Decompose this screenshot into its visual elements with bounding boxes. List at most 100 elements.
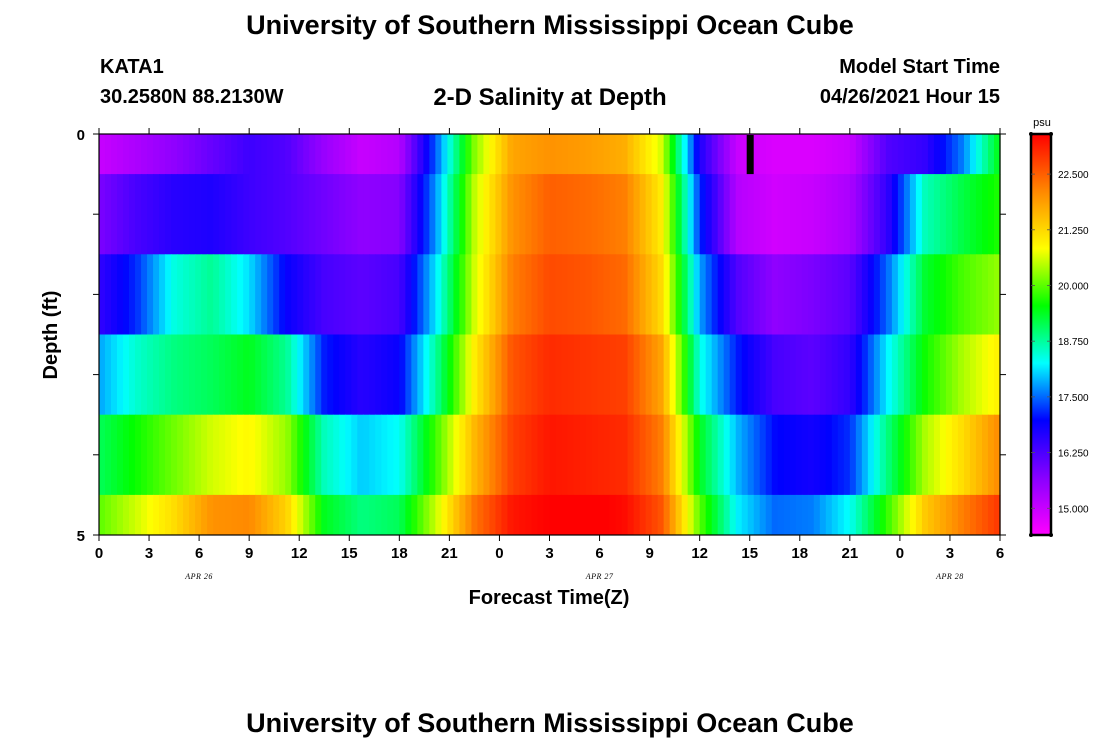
heatmap-cell bbox=[837, 134, 845, 175]
heatmap-cell bbox=[183, 334, 190, 416]
heatmap-cell bbox=[567, 334, 575, 416]
heatmap-cell bbox=[759, 494, 767, 536]
heatmap-cell bbox=[111, 414, 118, 496]
heatmap-cell bbox=[585, 334, 593, 416]
heatmap-cell bbox=[315, 174, 322, 255]
heatmap-cell bbox=[357, 134, 364, 175]
heatmap-cell bbox=[477, 254, 485, 335]
heatmap-cell bbox=[129, 254, 136, 335]
heatmap-cell bbox=[255, 334, 262, 416]
heatmap-cell bbox=[483, 254, 491, 335]
heatmap-cell bbox=[435, 174, 442, 255]
heatmap-cell bbox=[471, 134, 479, 175]
heatmap-cell bbox=[807, 134, 815, 175]
heatmap-cell bbox=[291, 254, 298, 335]
heatmap-cell bbox=[681, 254, 689, 335]
heatmap-cell bbox=[591, 414, 599, 496]
heatmap-cell bbox=[513, 414, 521, 496]
heatmap-cell bbox=[405, 134, 412, 175]
heatmap-cell bbox=[561, 134, 569, 175]
heatmap-cell bbox=[495, 414, 503, 496]
heatmap-cell bbox=[363, 254, 370, 335]
heatmap-cell bbox=[147, 254, 154, 335]
heatmap-cell bbox=[807, 494, 815, 536]
heatmap-cell bbox=[183, 414, 190, 496]
heatmap-cell bbox=[747, 414, 755, 496]
heatmap-cell bbox=[963, 134, 971, 175]
heatmap-cell bbox=[645, 414, 653, 496]
heatmap-cell bbox=[909, 414, 917, 496]
heatmap-cell bbox=[363, 174, 370, 255]
heatmap-cell bbox=[795, 494, 803, 536]
heatmap-cell bbox=[735, 414, 743, 496]
heatmap-cell bbox=[585, 414, 593, 496]
heatmap-cell bbox=[555, 174, 563, 255]
heatmap-cell bbox=[699, 134, 707, 175]
heatmap-cell bbox=[945, 134, 953, 175]
heatmap-cell bbox=[945, 494, 953, 536]
heatmap-cell bbox=[873, 334, 881, 416]
heatmap-cell bbox=[603, 494, 611, 536]
heatmap-cell bbox=[525, 134, 533, 175]
heatmap-cell bbox=[177, 254, 184, 335]
heatmap-cell bbox=[687, 334, 695, 416]
heatmap-cell bbox=[885, 334, 893, 416]
colorbar-tick-label: 20.000 bbox=[1058, 281, 1089, 292]
heatmap-cell bbox=[645, 254, 653, 335]
heatmap-cell bbox=[549, 254, 557, 335]
heatmap-cell bbox=[573, 254, 581, 335]
heatmap-cell bbox=[627, 134, 635, 175]
heatmap-cell bbox=[885, 174, 893, 255]
heatmap-cell bbox=[201, 174, 208, 255]
heatmap-cell bbox=[393, 174, 400, 255]
heatmap-cell bbox=[435, 494, 442, 536]
heatmap-cell bbox=[663, 414, 671, 496]
heatmap-cell bbox=[675, 494, 683, 536]
heatmap-cell bbox=[927, 174, 935, 255]
heatmap-cell bbox=[747, 494, 755, 536]
heatmap-cell bbox=[753, 134, 761, 175]
heatmap-cell bbox=[273, 334, 280, 416]
heatmap-cell bbox=[519, 174, 527, 255]
heatmap-cell bbox=[207, 254, 214, 335]
colorbar-tick-label: 21.250 bbox=[1058, 226, 1089, 237]
heatmap-cell bbox=[153, 414, 160, 496]
heatmap-cell bbox=[855, 334, 863, 416]
heatmap-cell bbox=[495, 174, 503, 255]
heatmap-cell bbox=[387, 334, 394, 416]
heatmap-cell bbox=[657, 134, 665, 175]
heatmap-cell bbox=[297, 254, 304, 335]
heatmap-cell bbox=[693, 254, 701, 335]
heatmap-cell bbox=[357, 334, 364, 416]
heatmap-cell bbox=[543, 334, 551, 416]
heatmap-cell bbox=[615, 134, 623, 175]
heatmap-cell bbox=[303, 494, 310, 536]
heatmap-cell bbox=[801, 414, 809, 496]
heatmap-cell bbox=[993, 334, 1001, 416]
heatmap-cell bbox=[105, 174, 112, 255]
heatmap-cell bbox=[315, 254, 322, 335]
heatmap-cell bbox=[783, 134, 791, 175]
heatmap-cell bbox=[441, 254, 448, 335]
heatmap-cell bbox=[375, 254, 382, 335]
heatmap-cell bbox=[867, 494, 875, 536]
heatmap-cell bbox=[543, 174, 551, 255]
heatmap-cell bbox=[369, 174, 376, 255]
heatmap-cell bbox=[417, 334, 424, 416]
heatmap-cell bbox=[225, 414, 232, 496]
heatmap-cell bbox=[717, 134, 725, 175]
heatmap-cell bbox=[147, 494, 154, 536]
heatmap-cell bbox=[183, 494, 190, 536]
heatmap-cell bbox=[489, 414, 497, 496]
heatmap-cell bbox=[693, 494, 701, 536]
heatmap-cell bbox=[915, 134, 923, 175]
heatmap-cell bbox=[651, 134, 659, 175]
heatmap-cell bbox=[963, 254, 971, 335]
heatmap-cell bbox=[675, 334, 683, 416]
heatmap-cell bbox=[417, 414, 424, 496]
heatmap-cell bbox=[303, 174, 310, 255]
heatmap-cell bbox=[123, 174, 130, 255]
heatmap-cell bbox=[765, 254, 773, 335]
heatmap-cell bbox=[357, 414, 364, 496]
heatmap-cell bbox=[363, 134, 370, 175]
